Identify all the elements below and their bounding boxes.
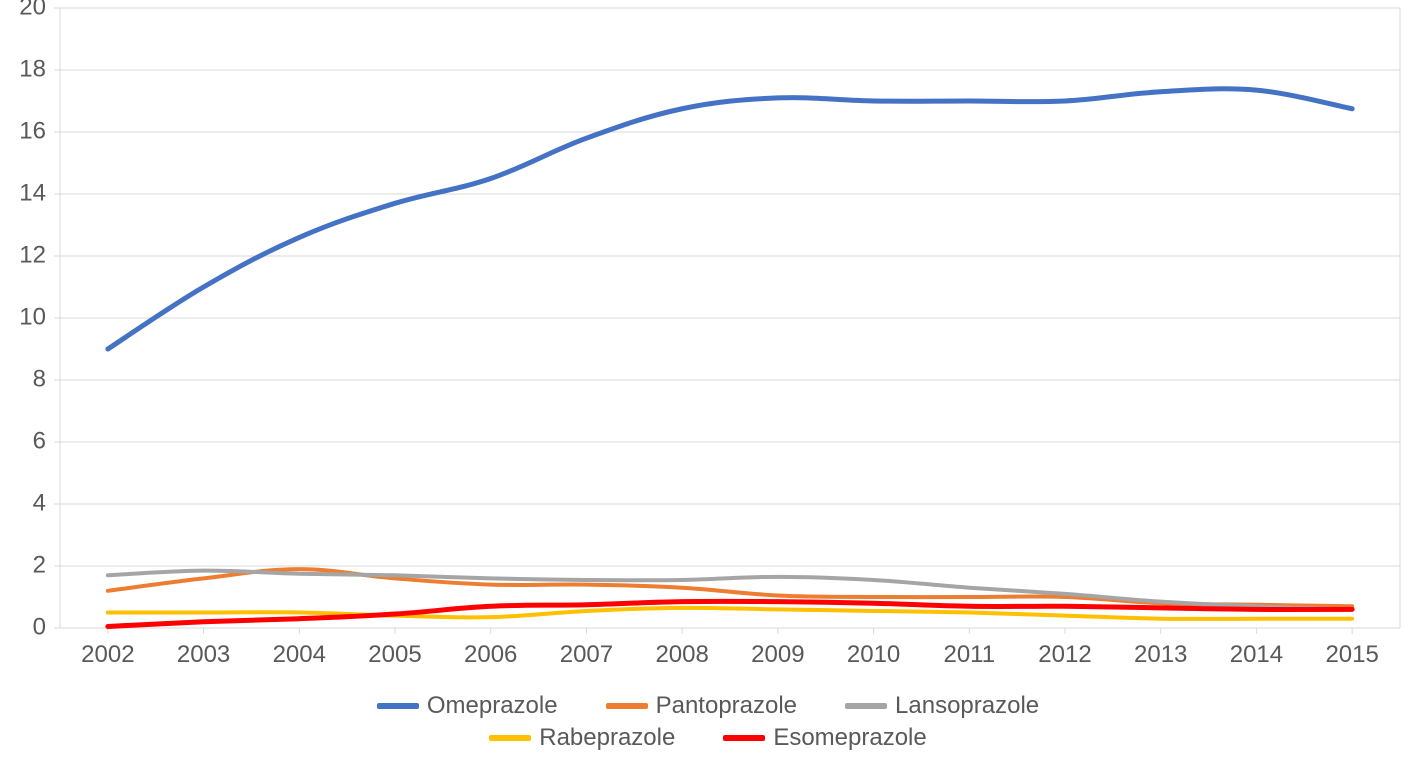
x-axis-label: 2008 [655, 641, 708, 668]
line-chart: 0 2 4 6 8 10 12 14 16 18 20 2002 2003 2004 2005 2006 200… [0, 0, 1416, 772]
x-axis-label: 2003 [177, 641, 230, 668]
legend-label: Pantoprazole [656, 692, 797, 720]
y-axis-label: 4 [33, 489, 46, 516]
legend-swatch-omeprazole [377, 703, 419, 709]
x-axis-label: 2006 [464, 641, 517, 668]
y-axis-label: 18 [19, 55, 46, 82]
x-axis-label: 2005 [368, 641, 421, 668]
y-axis-label: 0 [33, 613, 46, 640]
legend-item-rabeprazole: Rabeprazole [489, 724, 675, 752]
x-axis-label: 2010 [847, 641, 900, 668]
x-axis-label: 2011 [943, 641, 995, 668]
y-axis-label: 10 [19, 303, 46, 330]
legend-label: Omeprazole [427, 692, 558, 720]
legend-swatch-rabeprazole [489, 735, 531, 741]
y-axis-label: 2 [33, 551, 46, 578]
legend-item-esomeprazole: Esomeprazole [723, 724, 926, 752]
x-axis-label: 2013 [1134, 641, 1187, 668]
legend-item-omeprazole: Omeprazole [377, 692, 558, 720]
y-axis-label: 6 [33, 427, 46, 454]
y-axis-label: 16 [19, 117, 46, 144]
x-axis-label: 2004 [273, 641, 326, 668]
legend-label: Lansoprazole [895, 692, 1039, 720]
y-axis-label: 14 [19, 179, 46, 206]
legend-row: Rabeprazole Esomeprazole [0, 724, 1416, 752]
legend-item-pantoprazole: Pantoprazole [606, 692, 797, 720]
y-axis-label: 8 [33, 365, 46, 392]
legend-row: Omeprazole Pantoprazole Lansoprazole [0, 692, 1416, 720]
legend-swatch-lansoprazole [845, 703, 887, 709]
legend-swatch-esomeprazole [723, 735, 765, 741]
legend: Omeprazole Pantoprazole Lansoprazole Rabepr… [0, 692, 1416, 752]
x-axis-label: 2014 [1230, 641, 1283, 668]
x-axis-label: 2007 [560, 641, 613, 668]
y-axis-label: 12 [19, 241, 46, 268]
y-axis-label: 20 [19, 0, 46, 20]
legend-label: Rabeprazole [539, 724, 675, 752]
legend-label: Esomeprazole [773, 724, 926, 752]
chart-svg: 0 2 4 6 8 10 12 14 16 18 20 2002 2003 2004 2005 2006 200… [0, 0, 1416, 688]
x-axis-label: 2002 [81, 641, 134, 668]
x-axis-label: 2015 [1325, 641, 1378, 668]
legend-swatch-pantoprazole [606, 703, 648, 709]
x-axis-label: 2009 [751, 641, 804, 668]
legend-item-lansoprazole: Lansoprazole [845, 692, 1039, 720]
x-axis-label: 2012 [1038, 641, 1091, 668]
